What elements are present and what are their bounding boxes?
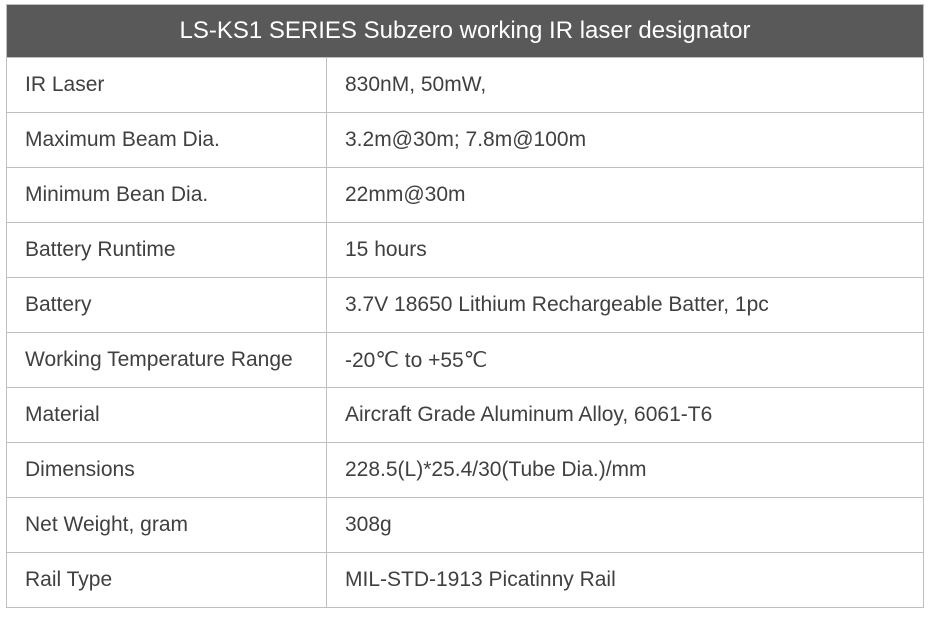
table-row: Material Aircraft Grade Aluminum Alloy, … — [7, 388, 924, 443]
spec-label: Maximum Beam Dia. — [7, 113, 327, 168]
spec-label: Battery Runtime — [7, 223, 327, 278]
spec-label: Material — [7, 388, 327, 443]
table-row: Battery 3.7V 18650 Lithium Rechargeable … — [7, 278, 924, 333]
spec-value: 15 hours — [327, 223, 924, 278]
spec-label: Dimensions — [7, 443, 327, 498]
spec-table-title: LS-KS1 SERIES Subzero working IR laser d… — [7, 5, 924, 58]
spec-value: 22mm@30m — [327, 168, 924, 223]
table-row: Net Weight, gram 308g — [7, 498, 924, 553]
spec-value: 3.2m@30m; 7.8m@100m — [327, 113, 924, 168]
spec-table: LS-KS1 SERIES Subzero working IR laser d… — [6, 4, 924, 608]
spec-value: -20℃ to +55℃ — [327, 333, 924, 388]
spec-value: 308g — [327, 498, 924, 553]
spec-label: Net Weight, gram — [7, 498, 327, 553]
table-row: Dimensions 228.5(L)*25.4/30(Tube Dia.)/m… — [7, 443, 924, 498]
table-row: Maximum Beam Dia. 3.2m@30m; 7.8m@100m — [7, 113, 924, 168]
table-row: Working Temperature Range -20℃ to +55℃ — [7, 333, 924, 388]
spec-table-body: IR Laser 830nM, 50mW, Maximum Beam Dia. … — [7, 58, 924, 608]
spec-label: Battery — [7, 278, 327, 333]
table-row: Rail Type MIL-STD-1913 Picatinny Rail — [7, 553, 924, 608]
table-row: IR Laser 830nM, 50mW, — [7, 58, 924, 113]
table-row: Minimum Bean Dia. 22mm@30m — [7, 168, 924, 223]
spec-value: 3.7V 18650 Lithium Rechargeable Batter, … — [327, 278, 924, 333]
spec-label: IR Laser — [7, 58, 327, 113]
spec-label: Working Temperature Range — [7, 333, 327, 388]
spec-label: Minimum Bean Dia. — [7, 168, 327, 223]
spec-value: MIL-STD-1913 Picatinny Rail — [327, 553, 924, 608]
spec-value: Aircraft Grade Aluminum Alloy, 6061-T6 — [327, 388, 924, 443]
spec-value: 830nM, 50mW, — [327, 58, 924, 113]
table-row: Battery Runtime 15 hours — [7, 223, 924, 278]
spec-value: 228.5(L)*25.4/30(Tube Dia.)/mm — [327, 443, 924, 498]
spec-label: Rail Type — [7, 553, 327, 608]
